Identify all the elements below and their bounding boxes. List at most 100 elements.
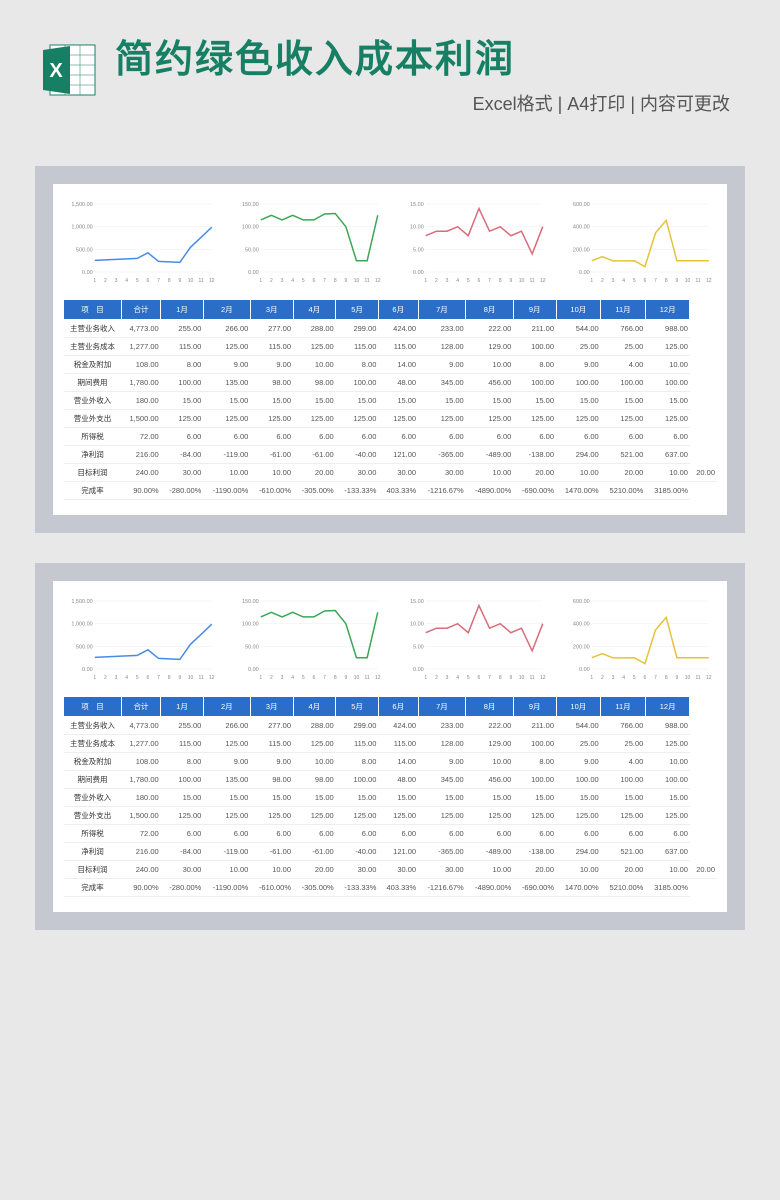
svg-text:0.00: 0.00 [248, 270, 259, 276]
svg-text:10: 10 [519, 675, 525, 681]
chart-container: 15.00 10.00 5.00 0.00 123456789101112 [394, 596, 552, 681]
svg-text:12: 12 [540, 278, 546, 284]
svg-text:7: 7 [488, 675, 491, 681]
svg-text:10: 10 [353, 278, 359, 284]
svg-text:12: 12 [705, 675, 711, 681]
chart-container: 1,500.00 1,000.00 500.00 0.00 1234567891… [63, 596, 221, 681]
svg-text:2: 2 [435, 675, 438, 681]
preview-panel: 1,500.00 1,000.00 500.00 0.00 1234567891… [35, 166, 745, 533]
table-header: 6月 [378, 299, 418, 319]
charts-row: 1,500.00 1,000.00 500.00 0.00 1234567891… [63, 596, 717, 681]
mini-chart: 150.00 100.00 50.00 0.00 123456789101112 [229, 199, 387, 284]
svg-text:15.00: 15.00 [410, 202, 424, 208]
svg-text:4: 4 [456, 278, 459, 284]
svg-text:11: 11 [530, 675, 535, 681]
svg-text:4: 4 [622, 278, 625, 284]
svg-text:0.00: 0.00 [579, 270, 590, 276]
svg-text:6: 6 [147, 675, 150, 681]
svg-text:8: 8 [664, 675, 667, 681]
svg-text:11: 11 [199, 675, 204, 681]
svg-text:600.00: 600.00 [572, 599, 589, 605]
svg-text:2: 2 [269, 675, 272, 681]
table-row: 目标利润240.0030.0010.0010.0020.0030.0030.00… [64, 463, 718, 481]
table-header: 1月 [161, 696, 204, 716]
svg-text:4: 4 [291, 675, 294, 681]
table-header: 11月 [601, 696, 646, 716]
svg-text:1: 1 [590, 675, 593, 681]
mini-chart: 600.00 400.00 200.00 0.00 12345678910111… [560, 199, 718, 284]
table-header: 4月 [293, 299, 336, 319]
svg-text:12: 12 [540, 675, 546, 681]
svg-text:15.00: 15.00 [410, 599, 424, 605]
chart-container: 15.00 10.00 5.00 0.00 123456789101112 [394, 199, 552, 284]
svg-text:1,000.00: 1,000.00 [71, 621, 92, 627]
svg-text:0.00: 0.00 [82, 667, 93, 673]
table-header: 12月 [645, 696, 690, 716]
svg-text:1: 1 [93, 675, 96, 681]
mini-chart: 150.00 100.00 50.00 0.00 123456789101112 [229, 596, 387, 681]
svg-text:6: 6 [643, 278, 646, 284]
table-header: 8月 [466, 696, 514, 716]
svg-text:5.00: 5.00 [413, 644, 424, 650]
svg-text:6: 6 [643, 675, 646, 681]
table-header: 合计 [121, 299, 160, 319]
excel-icon: X [40, 40, 100, 100]
sheet: 1,500.00 1,000.00 500.00 0.00 1234567891… [53, 581, 727, 912]
svg-text:6: 6 [478, 278, 481, 284]
svg-text:12: 12 [209, 278, 215, 284]
svg-text:9: 9 [178, 675, 181, 681]
svg-text:6: 6 [312, 675, 315, 681]
mini-chart: 600.00 400.00 200.00 0.00 12345678910111… [560, 596, 718, 681]
svg-text:12: 12 [374, 278, 380, 284]
svg-text:500.00: 500.00 [76, 247, 93, 253]
svg-text:10: 10 [188, 675, 194, 681]
svg-text:10: 10 [353, 675, 359, 681]
svg-text:12: 12 [209, 675, 215, 681]
svg-text:10: 10 [684, 675, 690, 681]
svg-text:200.00: 200.00 [572, 644, 589, 650]
svg-text:7: 7 [157, 278, 160, 284]
table-header: 10月 [556, 299, 601, 319]
svg-text:11: 11 [530, 278, 535, 284]
table-header: 项 目 [64, 696, 122, 716]
table-header: 6月 [378, 696, 418, 716]
table-row: 期间费用1,780.00100.00135.0098.0098.00100.00… [64, 373, 718, 391]
table-row: 税金及附加108.008.009.009.0010.008.0014.009.0… [64, 752, 718, 770]
svg-text:1: 1 [590, 278, 593, 284]
table-header: 3月 [250, 696, 293, 716]
table-header: 5月 [336, 299, 379, 319]
charts-row: 1,500.00 1,000.00 500.00 0.00 1234567891… [63, 199, 717, 284]
svg-text:1,500.00: 1,500.00 [71, 599, 92, 605]
svg-text:3: 3 [115, 675, 118, 681]
svg-text:5: 5 [301, 675, 304, 681]
svg-text:9: 9 [344, 278, 347, 284]
svg-text:11: 11 [695, 675, 700, 681]
svg-text:7: 7 [654, 675, 657, 681]
svg-text:5: 5 [136, 675, 139, 681]
svg-text:9: 9 [509, 278, 512, 284]
svg-text:4: 4 [291, 278, 294, 284]
table-row: 主营业务成本1,277.00115.00125.00115.00125.0011… [64, 337, 718, 355]
header: X 简约绿色收入成本利润 Excel格式 | A4打印 | 内容可更改 [0, 0, 780, 136]
svg-text:3: 3 [446, 675, 449, 681]
svg-text:150.00: 150.00 [241, 202, 258, 208]
svg-text:7: 7 [654, 278, 657, 284]
svg-text:10.00: 10.00 [410, 224, 424, 230]
mini-chart: 15.00 10.00 5.00 0.00 123456789101112 [394, 199, 552, 284]
svg-text:2: 2 [104, 278, 107, 284]
svg-text:9: 9 [675, 278, 678, 284]
chart-container: 150.00 100.00 50.00 0.00 123456789101112 [229, 199, 387, 284]
svg-text:150.00: 150.00 [241, 599, 258, 605]
svg-text:2: 2 [269, 278, 272, 284]
svg-text:8: 8 [333, 278, 336, 284]
preview-panel: 1,500.00 1,000.00 500.00 0.00 1234567891… [35, 563, 745, 930]
svg-text:11: 11 [199, 278, 204, 284]
svg-text:10.00: 10.00 [410, 621, 424, 627]
svg-text:11: 11 [695, 278, 700, 284]
svg-text:3: 3 [446, 278, 449, 284]
table-header: 1月 [161, 299, 204, 319]
table-row: 税金及附加108.008.009.009.0010.008.0014.009.0… [64, 355, 718, 373]
svg-text:1: 1 [93, 278, 96, 284]
svg-text:1: 1 [424, 675, 427, 681]
svg-text:500.00: 500.00 [76, 644, 93, 650]
